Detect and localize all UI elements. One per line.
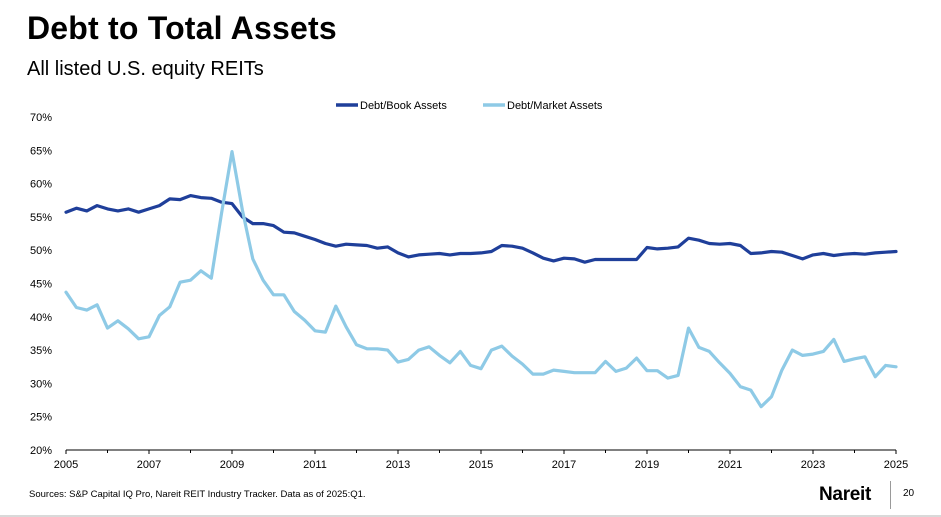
x-axis: 2005 2007 2009 2011 2013 2015 2017 2019 2021 2023… [54,449,908,471]
x-tick-label: 2019 [635,459,659,471]
source-note: Sources: S&P Capital IQ Pro, Nareit REIT… [29,489,366,500]
x-tick-label: 2007 [137,459,161,471]
x-tick-label: 2025 [884,459,908,471]
x-tick-label: 2009 [220,459,244,471]
page-number: 20 [903,488,915,499]
x-tick-label: 2005 [54,459,78,471]
bottom-rule [0,515,941,517]
legend-label-debt-market-assets: Debt/Market Assets [507,100,603,112]
y-tick-label: 35% [30,345,52,357]
series-layer [64,150,898,409]
y-tick-label: 45% [30,279,52,291]
series-line-debt-book-assets [64,194,898,264]
series-line-debt-market-assets [64,150,898,409]
y-tick-label: 20% [30,445,52,457]
x-tick-label: 2017 [552,459,576,471]
legend-label-debt-book-assets: Debt/Book Assets [360,100,447,112]
y-tick-label: 55% [30,212,52,224]
chart-legend: Debt/Book Assets Debt/Market Assets [336,100,603,112]
nareit-logo: Nareit [819,484,872,505]
y-tick-label: 25% [30,412,52,424]
logo-divider [890,481,891,509]
x-tick-label: 2021 [718,459,742,471]
x-tick-label: 2023 [801,459,825,471]
y-tick-label: 40% [30,312,52,324]
y-tick-label: 50% [30,245,52,257]
x-tick-label: 2013 [386,459,410,471]
page-subtitle: All listed U.S. equity REITs [27,58,264,80]
y-tick-label: 70% [30,112,52,124]
y-axis: 20% 25% 30% 35% 40% 45% 50% 55% 60% 65% 70% [30,112,52,457]
x-tick-label: 2011 [303,459,327,471]
y-tick-label: 30% [30,378,52,390]
y-tick-label: 65% [30,145,52,157]
page-title: Debt to Total Assets [27,10,337,46]
x-tick-label: 2015 [469,459,493,471]
y-tick-label: 60% [30,179,52,191]
